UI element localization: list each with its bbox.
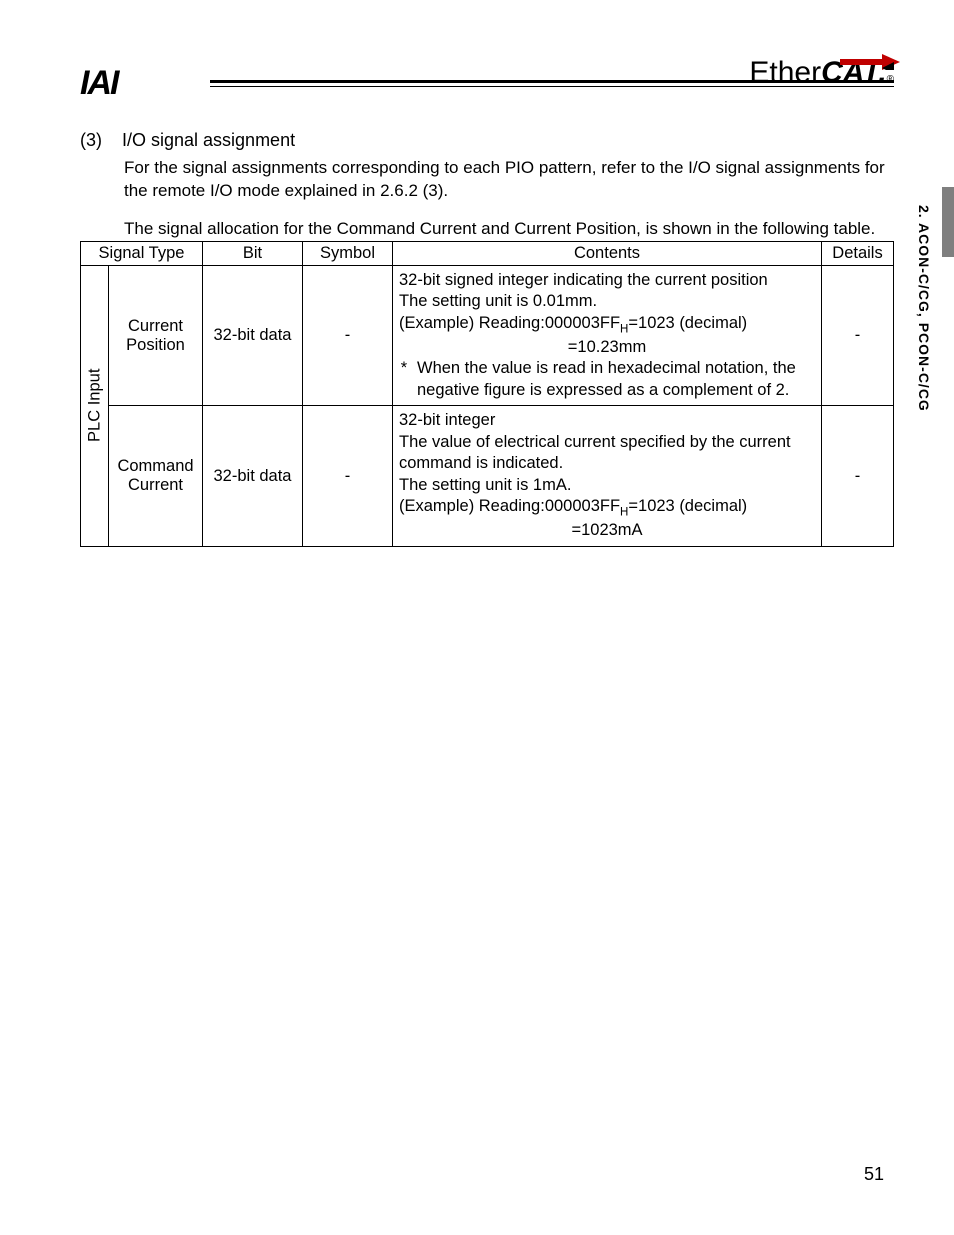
contents-note: * When the value is read in hexadecimal … [399,358,815,401]
side-tab-text: 2. ACON-C/CG, PCON-C/CG [916,205,932,412]
table-intro-text: The signal allocation for the Command Cu… [124,219,894,239]
section-number: (3) [80,130,102,151]
cell-symbol: - [303,406,393,546]
row-group-plc-input: PLC Input [81,265,109,546]
ethercat-logo-text-plain: Ether [749,56,821,89]
section-body-text: For the signal assignments corresponding… [124,157,894,203]
contents-line: 32-bit integer [399,410,815,431]
cell-contents: 32-bit integer The value of electrical c… [393,406,822,546]
contents-line: The setting unit is 1mA. [399,475,815,496]
signal-allocation-table: Signal Type Bit Symbol Contents Details … [80,241,894,547]
table-row: Command Current 32-bit data - 32-bit int… [81,406,894,546]
cell-contents: 32-bit signed integer indicating the cur… [393,265,822,405]
contents-line: (Example) Reading:000003FFH=1023 (decima… [399,496,815,520]
cell-symbol: - [303,265,393,405]
ethercat-logo-reg: ® [887,74,894,85]
table-header-row: Signal Type Bit Symbol Contents Details [81,241,894,265]
asterisk-icon: * [399,358,409,401]
cell-bit: 32-bit data [203,265,303,405]
contents-line: The setting unit is 0.01mm. [399,291,815,312]
page-header: IAI EtherCAT.® [80,70,894,110]
contents-line: The value of electrical current specifie… [399,432,815,475]
col-header-details: Details [822,241,894,265]
contents-note-text: When the value is read in hexadecimal no… [417,358,815,401]
cell-signal-type: Command Current [109,406,203,546]
col-header-contents: Contents [393,241,822,265]
contents-line: (Example) Reading:000003FFH=1023 (decima… [399,313,815,337]
contents-line: =10.23mm [399,337,815,358]
cell-details: - [822,406,894,546]
contents-line: =1023mA [399,520,815,541]
cell-details: - [822,265,894,405]
page: IAI EtherCAT.® (3) I/O signal assignment… [0,0,954,1235]
col-header-signal-type: Signal Type [81,241,203,265]
page-number: 51 [864,1164,884,1185]
section-heading: (3) I/O signal assignment [80,130,894,151]
cell-bit: 32-bit data [203,406,303,546]
cell-signal-type: Current Position [109,265,203,405]
ethercat-logo: EtherCAT.® [749,56,894,90]
side-tab-band [942,187,954,257]
contents-line: 32-bit signed integer indicating the cur… [399,270,815,291]
table-row: PLC Input Current Position 32-bit data -… [81,265,894,405]
col-header-bit: Bit [203,241,303,265]
iai-logo: IAI [80,64,117,103]
ethercat-arrow-icon [840,48,900,70]
section-title: I/O signal assignment [122,130,295,151]
col-header-symbol: Symbol [303,241,393,265]
